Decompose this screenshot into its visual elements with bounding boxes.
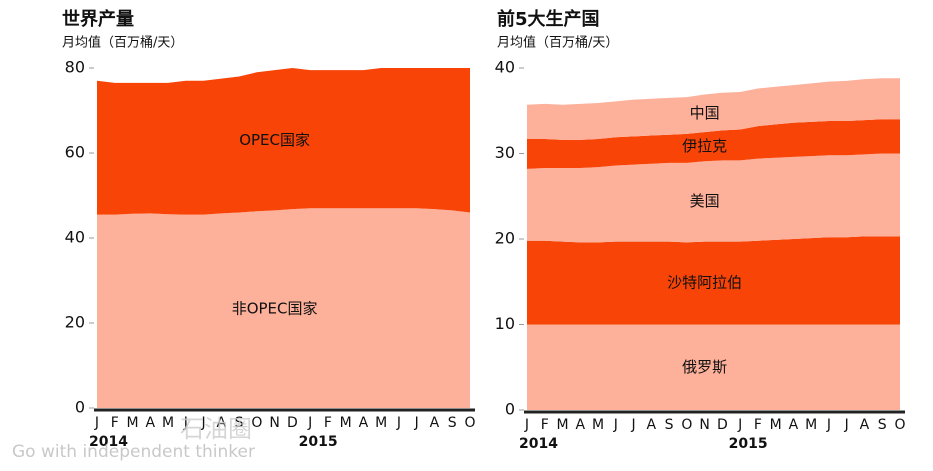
x-tick-label: S <box>878 417 887 433</box>
chart-subtitle: 月均值（百万桶/天） <box>62 35 183 51</box>
x-tick-label: J <box>396 415 401 431</box>
x-tick-label: A <box>860 417 870 433</box>
y-tick-label: 10 <box>495 314 515 333</box>
y-tick-label: 80 <box>65 58 85 77</box>
chart-subtitle: 月均值（百万桶/天） <box>497 35 618 51</box>
x-tick-label: O <box>894 417 905 433</box>
y-tick-label: 40 <box>495 58 515 77</box>
y-tick-label: 60 <box>65 143 85 162</box>
area <box>527 153 900 243</box>
series-label: 俄罗斯 <box>682 358 727 376</box>
x-tick-label: J <box>826 417 831 433</box>
x-tick-label: S <box>235 415 244 431</box>
x-tick-label: A <box>359 415 369 431</box>
x-tick-label: M <box>340 415 352 431</box>
x-tick-label: M <box>162 415 174 431</box>
watermark-slogan: Go with independent thinker <box>12 442 255 462</box>
x-tick-label: F <box>541 417 549 433</box>
x-tick-label: J <box>201 415 206 431</box>
x-tick-label: J <box>524 417 529 433</box>
x-tick-label: M <box>770 417 782 433</box>
area <box>97 208 470 408</box>
x-tick-label: J <box>631 417 636 433</box>
x-tick-label: J <box>94 415 99 431</box>
area <box>527 324 900 410</box>
x-tick-label: J <box>737 417 742 433</box>
x-tick-label: A <box>647 417 657 433</box>
x-tick-label: J <box>183 415 188 431</box>
x-tick-label: F <box>324 415 332 431</box>
x-tick-label: F <box>754 417 762 433</box>
series-label: 非OPEC国家 <box>232 300 318 318</box>
area <box>527 78 900 140</box>
x-tick-label: A <box>145 415 155 431</box>
area <box>527 119 900 169</box>
x-tick-label: D <box>717 417 728 433</box>
x-tick-label: A <box>789 417 799 433</box>
series-label: 美国 <box>690 192 720 210</box>
year-label: 2015 <box>729 436 768 452</box>
x-tick-label: S <box>665 417 674 433</box>
x-tick-label: A <box>217 415 227 431</box>
x-tick-label: M <box>126 415 138 431</box>
x-tick-label: D <box>287 415 298 431</box>
x-tick-label: O <box>464 415 475 431</box>
y-tick-label: 0 <box>75 398 85 417</box>
y-tick-label: 20 <box>495 229 515 248</box>
year-label: 2015 <box>299 434 338 450</box>
x-tick-label: N <box>269 415 279 431</box>
area <box>97 68 470 215</box>
x-tick-label: O <box>251 415 262 431</box>
x-tick-label: M <box>556 417 568 433</box>
series-label: OPEC国家 <box>239 131 310 149</box>
x-tick-label: M <box>592 417 604 433</box>
chart-title: 世界产量 <box>62 8 134 30</box>
watermark-brand: 石油圈 <box>180 415 252 443</box>
y-tick-label: 20 <box>65 313 85 332</box>
y-tick-label: 40 <box>65 228 85 247</box>
y-tick-label: 30 <box>495 143 515 162</box>
year-label: 2014 <box>89 434 128 450</box>
x-tick-label: M <box>375 415 387 431</box>
x-tick-label: O <box>681 417 692 433</box>
y-tick-label: 0 <box>505 400 515 419</box>
series-label: 沙特阿拉伯 <box>667 274 742 292</box>
year-label: 2014 <box>519 436 558 452</box>
x-tick-label: F <box>111 415 119 431</box>
x-tick-label: A <box>430 415 440 431</box>
x-tick-label: J <box>307 415 312 431</box>
series-label: 中国 <box>690 104 720 122</box>
x-tick-label: M <box>805 417 817 433</box>
x-tick-label: A <box>575 417 585 433</box>
series-label: 伊拉克 <box>682 137 727 155</box>
x-tick-label: N <box>699 417 709 433</box>
area <box>527 236 900 325</box>
x-tick-label: S <box>448 415 457 431</box>
chart-title: 前5大生产国 <box>497 8 600 30</box>
x-tick-label: J <box>613 417 618 433</box>
x-tick-label: J <box>414 415 419 431</box>
x-tick-label: J <box>844 417 849 433</box>
